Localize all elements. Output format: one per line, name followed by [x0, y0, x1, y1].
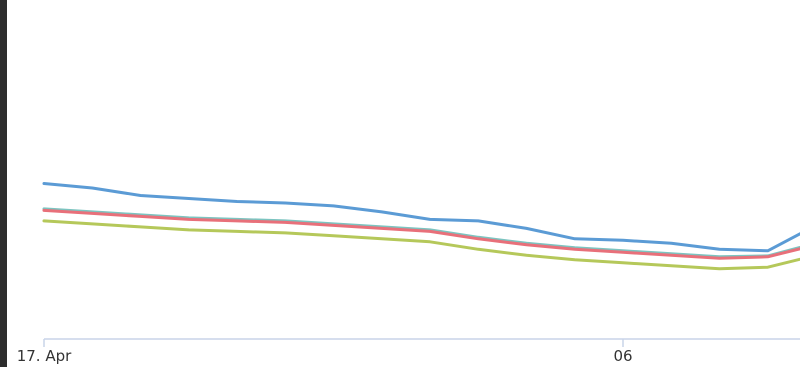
series-line-2 — [42, 182, 800, 253]
x-tick-label-1: 06 — [613, 347, 632, 365]
series-layer — [42, 182, 800, 271]
series-line-5 — [42, 219, 800, 271]
x-axis-ticks — [43, 339, 624, 347]
left-border — [0, 0, 7, 367]
x-tick-label-0: 17. Apr — [17, 347, 72, 365]
x-axis-labels: 17. Apr061218 — [17, 347, 633, 365]
series-line-4 — [42, 208, 800, 260]
